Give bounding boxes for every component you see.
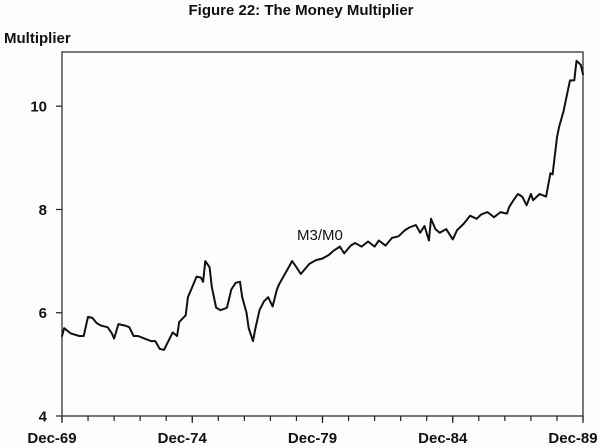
y-axis-title: Multiplier bbox=[4, 30, 71, 47]
series-label-m3-m0: M3/M0 bbox=[297, 227, 343, 244]
x-tick-label: Dec-69 bbox=[27, 430, 76, 447]
y-axis: 4 6 8 10 bbox=[30, 99, 62, 426]
y-tick-label: 4 bbox=[39, 409, 48, 426]
x-tick-label: Dec-89 bbox=[548, 430, 597, 447]
x-axis: Dec-69 Dec-74 Dec-79 Dec-84 Dec-89 bbox=[27, 416, 598, 447]
chart-title: Figure 22: The Money Multiplier bbox=[188, 2, 413, 19]
series-layer bbox=[61, 59, 584, 351]
x-tick-label: Dec-84 bbox=[418, 430, 468, 447]
y-tick-label: 6 bbox=[39, 305, 47, 322]
x-tick-label: Dec-74 bbox=[158, 430, 208, 447]
y-tick-label: 10 bbox=[30, 99, 47, 116]
y-tick-label: 8 bbox=[39, 202, 47, 219]
x-tick-label: Dec-79 bbox=[288, 430, 337, 447]
series-line-m3-m0 bbox=[61, 59, 584, 351]
